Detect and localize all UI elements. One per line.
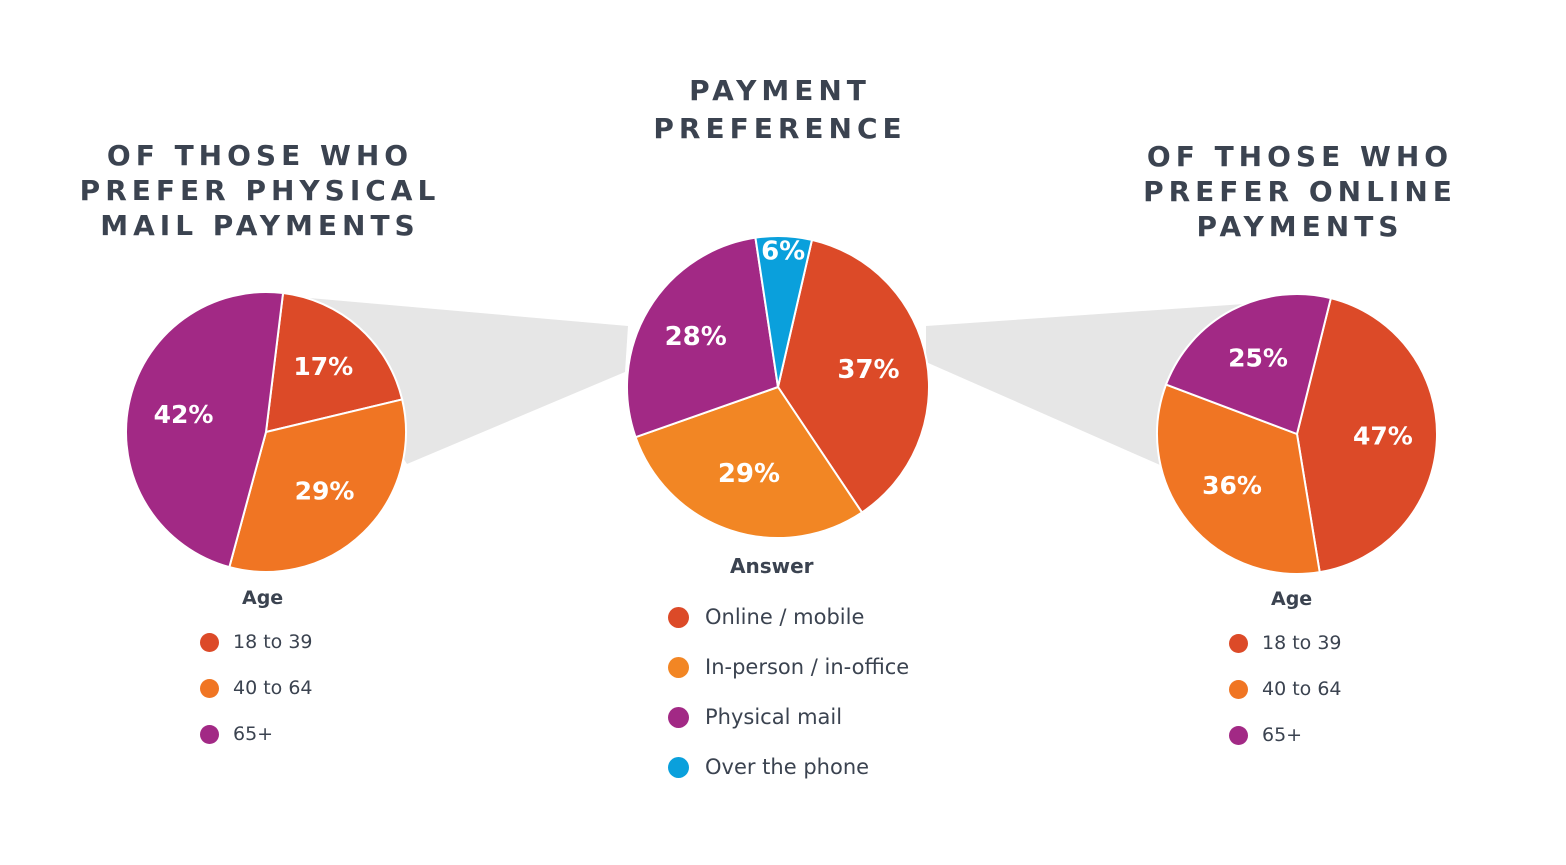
legend-swatch — [200, 632, 219, 652]
legend-swatch — [200, 678, 219, 698]
legend-label: 18 to 39 — [1262, 632, 1342, 654]
pie-mail-age: 17% 29% 42% — [125, 291, 407, 573]
legend-item-online: Online / mobile — [668, 592, 909, 642]
pie-data-label: 42% — [154, 400, 214, 429]
legend-label: 18 to 39 — [233, 631, 313, 653]
legend-label: In-person / in-office — [705, 655, 910, 679]
pie-slice-40-to-64 — [228, 398, 407, 573]
pie-data-label: 28% — [665, 322, 727, 352]
left-legend-title: Age — [242, 587, 284, 609]
center-legend-title: Answer — [730, 554, 814, 578]
right-legend: Age 18 to 39 40 to 64 65+ — [1229, 588, 1342, 758]
legend-item-40-64: 40 to 64 — [1229, 666, 1342, 712]
legend-swatch — [668, 706, 689, 728]
legend-item-in-person: In-person / in-office — [668, 642, 909, 692]
legend-swatch — [668, 756, 689, 778]
pie-data-label: 6% — [761, 237, 805, 267]
legend-label: 40 to 64 — [1262, 678, 1342, 700]
legend-item-18-39: 18 to 39 — [200, 619, 313, 665]
pie-online-age: 47% 36% 25% — [1156, 293, 1438, 575]
legend-item-phone: Over the phone — [668, 742, 909, 792]
pie-slice-18-to-39 — [1295, 296, 1438, 574]
legend-swatch — [1229, 725, 1248, 745]
pie-slice-40-to-64 — [1156, 383, 1321, 575]
legend-label: Online / mobile — [705, 605, 865, 629]
pie-slice-online-mobile — [776, 238, 930, 514]
legend-label: Over the phone — [705, 755, 870, 779]
legend-item-40-64: 40 to 64 — [200, 665, 313, 711]
pie-data-label: 36% — [1202, 471, 1262, 500]
legend-item-65-plus: 65+ — [200, 711, 313, 757]
left-legend: Age 18 to 39 40 to 64 65+ — [200, 587, 313, 757]
legend-item-physical-mail: Physical mail — [668, 692, 909, 742]
pie-data-label: 25% — [1228, 344, 1288, 373]
legend-label: Physical mail — [705, 705, 843, 729]
pie-data-label: 47% — [1353, 422, 1413, 451]
pie-payment-preference: 37% 29% 28% 6% — [626, 235, 930, 539]
center-chart-title: PAYMENT PREFERENCE — [653, 74, 907, 145]
pie-slice-in-person-in-office — [634, 385, 864, 539]
pie-slice-65- — [1164, 293, 1333, 436]
legend-swatch — [668, 656, 689, 678]
pie-data-label: 29% — [295, 476, 355, 505]
legend-item-18-39: 18 to 39 — [1229, 620, 1342, 666]
center-legend: Answer Online / mobile In-person / in-of… — [668, 554, 909, 792]
left-chart-title: OF THOSE WHO PREFER PHYSICAL MAIL PAYMEN… — [79, 139, 441, 242]
legend-item-65-plus: 65+ — [1229, 712, 1342, 758]
legend-label: 65+ — [233, 723, 274, 745]
legend-swatch — [668, 606, 689, 628]
right-legend-title: Age — [1271, 588, 1313, 610]
pie-data-label: 17% — [293, 352, 353, 381]
legend-swatch — [1229, 633, 1248, 653]
legend-swatch — [200, 724, 219, 744]
right-chart-title: OF THOSE WHO PREFER ONLINE PAYMENTS — [1143, 140, 1457, 243]
pie-slice-65- — [125, 291, 285, 569]
pie-slice-over-the-phone — [754, 235, 814, 388]
legend-swatch — [1229, 679, 1248, 699]
pie-data-label: 37% — [837, 355, 899, 385]
pie-data-label: 29% — [718, 459, 780, 489]
legend-label: 65+ — [1262, 724, 1303, 746]
pie-slice-18-to-39 — [264, 291, 404, 434]
pie-slice-physical-mail — [626, 236, 780, 439]
legend-label: 40 to 64 — [233, 677, 313, 699]
